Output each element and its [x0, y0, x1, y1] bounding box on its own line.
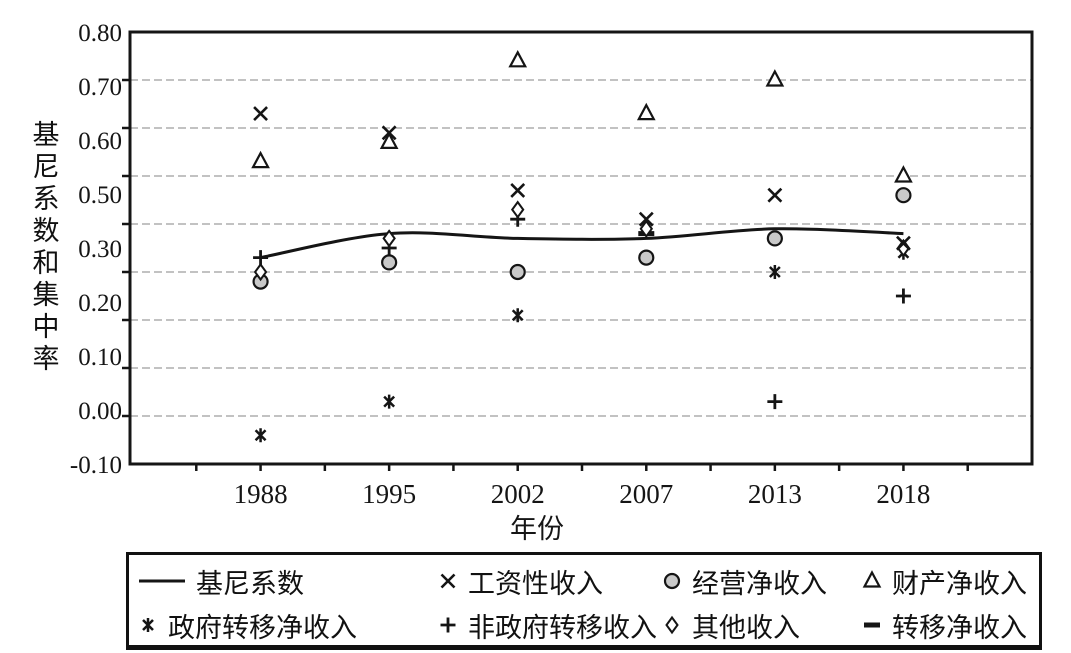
- circle-marker: [766, 230, 783, 247]
- triangle-marker: [765, 69, 785, 87]
- legend-label: 财产净收入: [892, 568, 1027, 599]
- plot-frame: [128, 30, 1034, 466]
- asterisk-marker: [254, 428, 267, 443]
- y-tick-label: 0.10: [78, 344, 122, 371]
- legend-item: 政府转移净收入: [137, 606, 437, 645]
- diamond-marker: [665, 615, 679, 635]
- asterisk-legend-icon: [142, 618, 154, 632]
- legend-label: 工资性收入: [468, 568, 603, 599]
- y-tick-label: 0.70: [78, 74, 122, 101]
- asterisk-marker: [511, 308, 524, 323]
- plus-marker: [440, 617, 456, 633]
- legend-label: 其他收入: [692, 612, 800, 643]
- triangle-marker: [251, 150, 270, 169]
- x-cross-marker: [440, 573, 456, 589]
- diamond-marker: [639, 219, 654, 238]
- legend-item: 其他收入: [661, 606, 861, 645]
- circle-marker: [638, 249, 655, 266]
- circle-marker: [509, 263, 526, 281]
- x-cross-marker: [638, 211, 654, 227]
- plus-legend-icon: [440, 617, 456, 633]
- x-cross-legend-icon: [440, 573, 456, 589]
- diamond-marker: [253, 262, 268, 282]
- asterisk-marker: [142, 618, 154, 632]
- dash-legend-icon: [864, 622, 880, 628]
- gini-concentration-chart: 0.80 0.70 0.60 0.50 0.30 0.20 0.10 0.00 -0.10 198…: [70, 20, 1034, 544]
- y-tick-label: -0.10: [70, 452, 122, 479]
- triangle-marker: [508, 49, 528, 68]
- legend-label: 基尼系数: [196, 568, 304, 599]
- x-cross-marker: [896, 235, 911, 251]
- y-axis-title: 基尼系数和集中率: [28, 120, 59, 376]
- x-cross-marker: [510, 182, 526, 198]
- legend-row: 政府转移净收入 非政府转移收入 其他收入 转移净收入: [129, 603, 1039, 647]
- x-tick-label: 1995: [362, 479, 416, 509]
- circle-legend-icon: [663, 572, 681, 590]
- line-legend-icon: [139, 579, 185, 583]
- chart-legend: 基尼系数 工资性收入 经营净收入 财产净收入政府转移净收入 非政府转移收入 其他收入 转移净…: [126, 552, 1042, 650]
- legend-item: 非政府转移收入: [437, 606, 661, 645]
- legend-item: 经营净收入: [661, 562, 861, 601]
- y-tick-label: 0.00: [78, 398, 122, 425]
- triangle-marker: [862, 570, 882, 588]
- x-axis-title: 年份: [510, 514, 564, 544]
- y-tick-label: 0.80: [78, 20, 122, 47]
- legend-item: 财产净收入: [861, 562, 1039, 601]
- legend-label: 非政府转移收入: [468, 612, 657, 643]
- circle-marker: [381, 254, 398, 271]
- legend-item: 转移净收入: [861, 606, 1039, 645]
- y-tick-label: 0.30: [78, 236, 122, 263]
- x-tick-label: 2002: [491, 479, 545, 509]
- y-tick-label: 0.20: [78, 290, 122, 317]
- circle-marker: [895, 187, 912, 204]
- legend-label: 经营净收入: [692, 568, 827, 599]
- diamond-legend-icon: [665, 615, 679, 635]
- x-tick-label: 2018: [876, 479, 930, 509]
- plus-marker: [895, 288, 911, 304]
- plus-marker: [767, 394, 783, 410]
- legend-item: 工资性收入: [437, 562, 661, 601]
- gini-line-series: [260, 227, 904, 260]
- y-tick-label: 0.60: [78, 128, 122, 155]
- legend-row: 基尼系数 工资性收入 经营净收入 财产净收入: [129, 559, 1039, 603]
- legend-item: 基尼系数: [137, 562, 437, 601]
- x-tick-label: 1988: [234, 479, 288, 509]
- x-cross-marker: [253, 106, 268, 122]
- legend-label: 政府转移净收入: [168, 612, 357, 643]
- plus-marker: [253, 250, 269, 266]
- x-tick-label: 2007: [619, 479, 673, 509]
- triangle-legend-icon: [862, 570, 882, 588]
- triangle-marker: [894, 165, 913, 183]
- y-tick-label: 0.50: [78, 182, 122, 209]
- dash-marker: [864, 622, 880, 628]
- circle-marker: [663, 572, 681, 590]
- legend-label: 转移净收入: [892, 612, 1027, 643]
- diamond-marker: [510, 200, 525, 219]
- x-tick-label: 2013: [748, 479, 802, 509]
- asterisk-marker: [383, 394, 396, 409]
- triangle-marker: [379, 131, 399, 149]
- x-cross-marker: [767, 187, 783, 203]
- triangle-marker: [636, 102, 656, 121]
- asterisk-marker: [768, 265, 781, 279]
- diamond-marker: [382, 229, 396, 248]
